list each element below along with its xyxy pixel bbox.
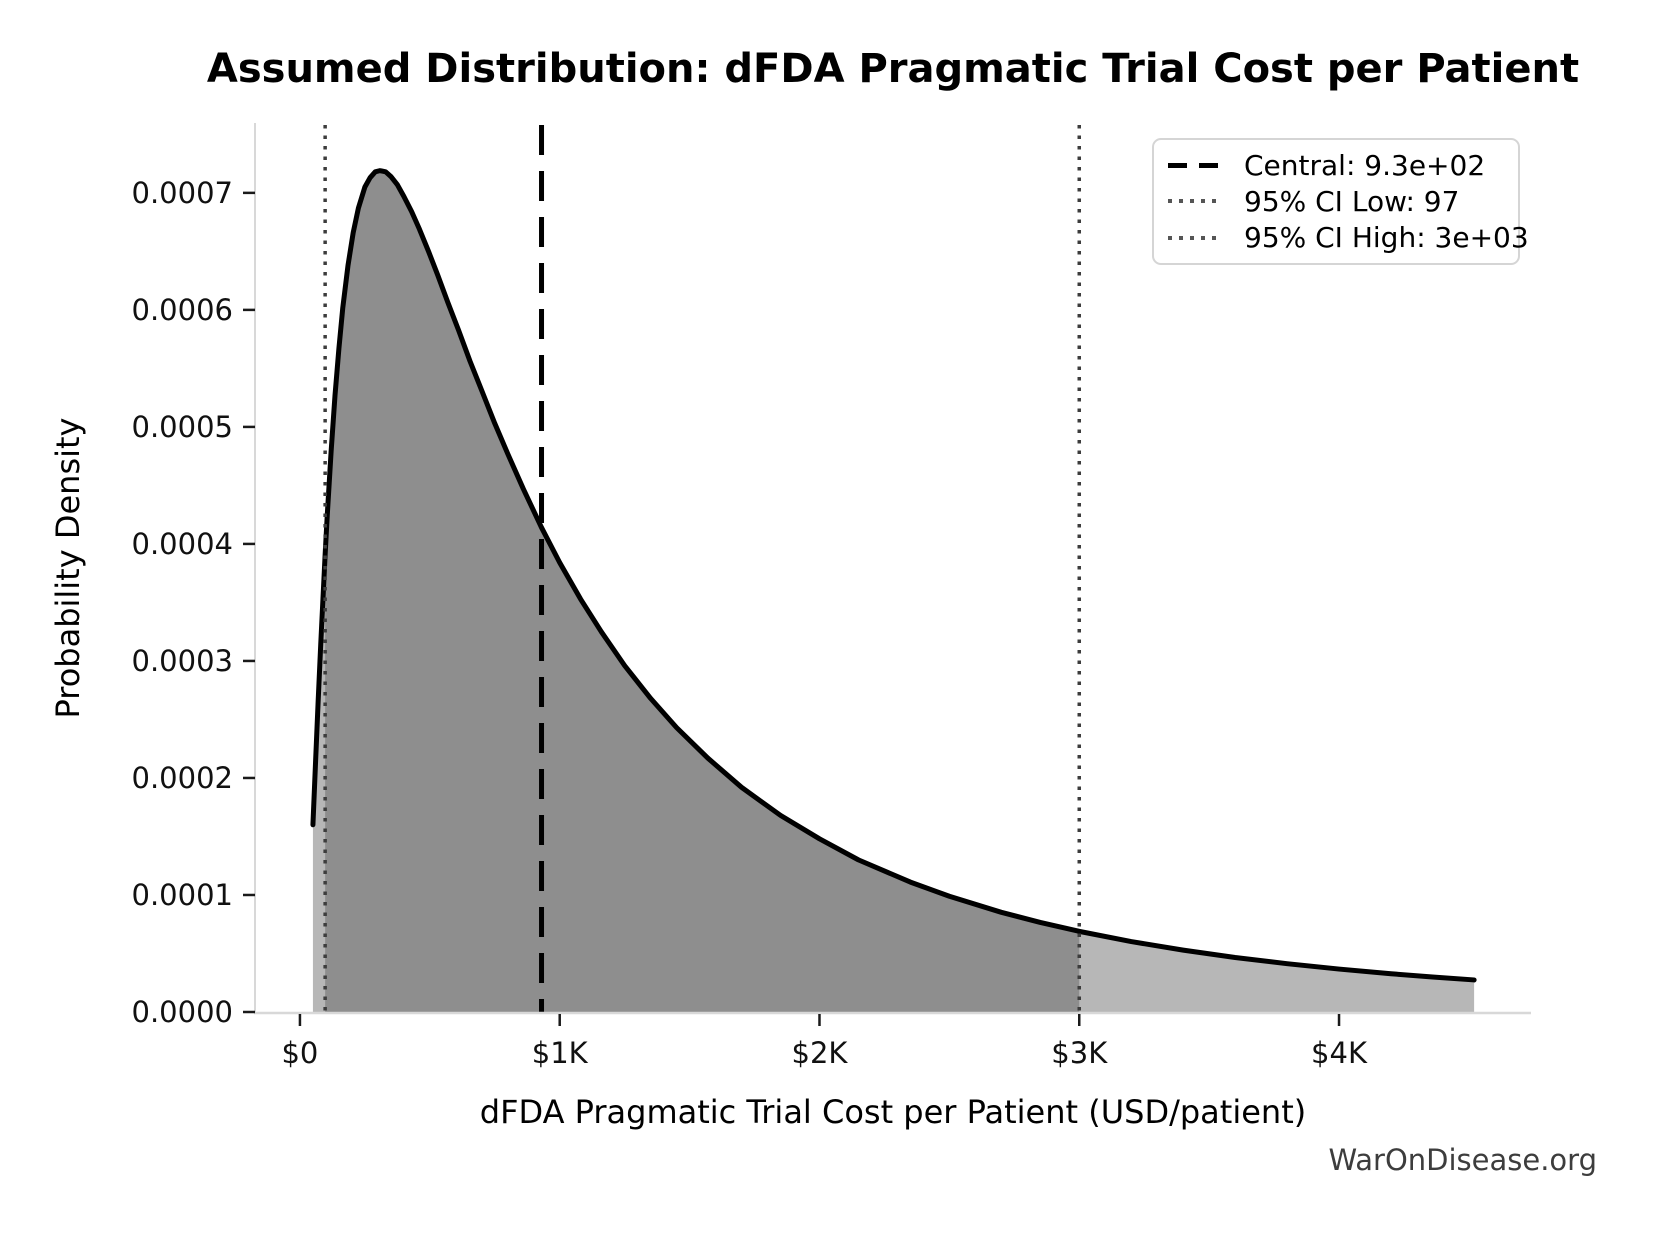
dotted-line-sample bbox=[1168, 199, 1220, 204]
chart-title: Assumed Distribution: dFDA Pragmatic Tri… bbox=[206, 46, 1580, 92]
fill-within-ci bbox=[325, 170, 1080, 1012]
y-tick-label: 0.0001 bbox=[131, 877, 233, 912]
legend-label-ci-low: 95% CI Low: 97 bbox=[1244, 184, 1460, 218]
x-axis-label: dFDA Pragmatic Trial Cost per Patient (U… bbox=[479, 1093, 1307, 1131]
watermark: WarOnDisease.org bbox=[1328, 1143, 1597, 1177]
y-tick-label: 0.0003 bbox=[131, 643, 233, 678]
legend-item-ci-high: 95% CI High: 3e+03 bbox=[1168, 221, 1529, 254]
y-tick-label: 0.0004 bbox=[131, 526, 233, 561]
legend-label-central: Central: 9.3e+02 bbox=[1244, 148, 1486, 182]
legend-item-ci-low: 95% CI Low: 97 bbox=[1168, 185, 1504, 218]
legend-item-central: Central: 9.3e+02 bbox=[1168, 149, 1504, 182]
x-tick-label: $2K bbox=[791, 1036, 848, 1070]
legend-label-ci-high: 95% CI High: 3e+03 bbox=[1244, 221, 1529, 255]
x-tick-label: $0 bbox=[281, 1036, 319, 1070]
legend: Central: 9.3e+02 95% CI Low: 97 95% CI H… bbox=[1152, 138, 1529, 265]
x-tick-label: $3K bbox=[1051, 1036, 1108, 1070]
dashed-line-sample bbox=[1168, 162, 1220, 168]
y-tick-label: 0.0006 bbox=[131, 292, 233, 327]
dotted-line-sample bbox=[1168, 235, 1220, 240]
y-axis-label: Probability Density bbox=[49, 417, 87, 719]
x-tick-label: $1K bbox=[531, 1036, 588, 1070]
y-tick-label: 0.0000 bbox=[131, 995, 233, 1029]
y-tick-label: 0.0002 bbox=[131, 760, 233, 795]
y-tick-label: 0.0007 bbox=[131, 175, 233, 210]
density-curve bbox=[310, 168, 1477, 983]
x-tick-label: $4K bbox=[1311, 1036, 1367, 1070]
y-tick-label: 0.0005 bbox=[131, 409, 233, 444]
